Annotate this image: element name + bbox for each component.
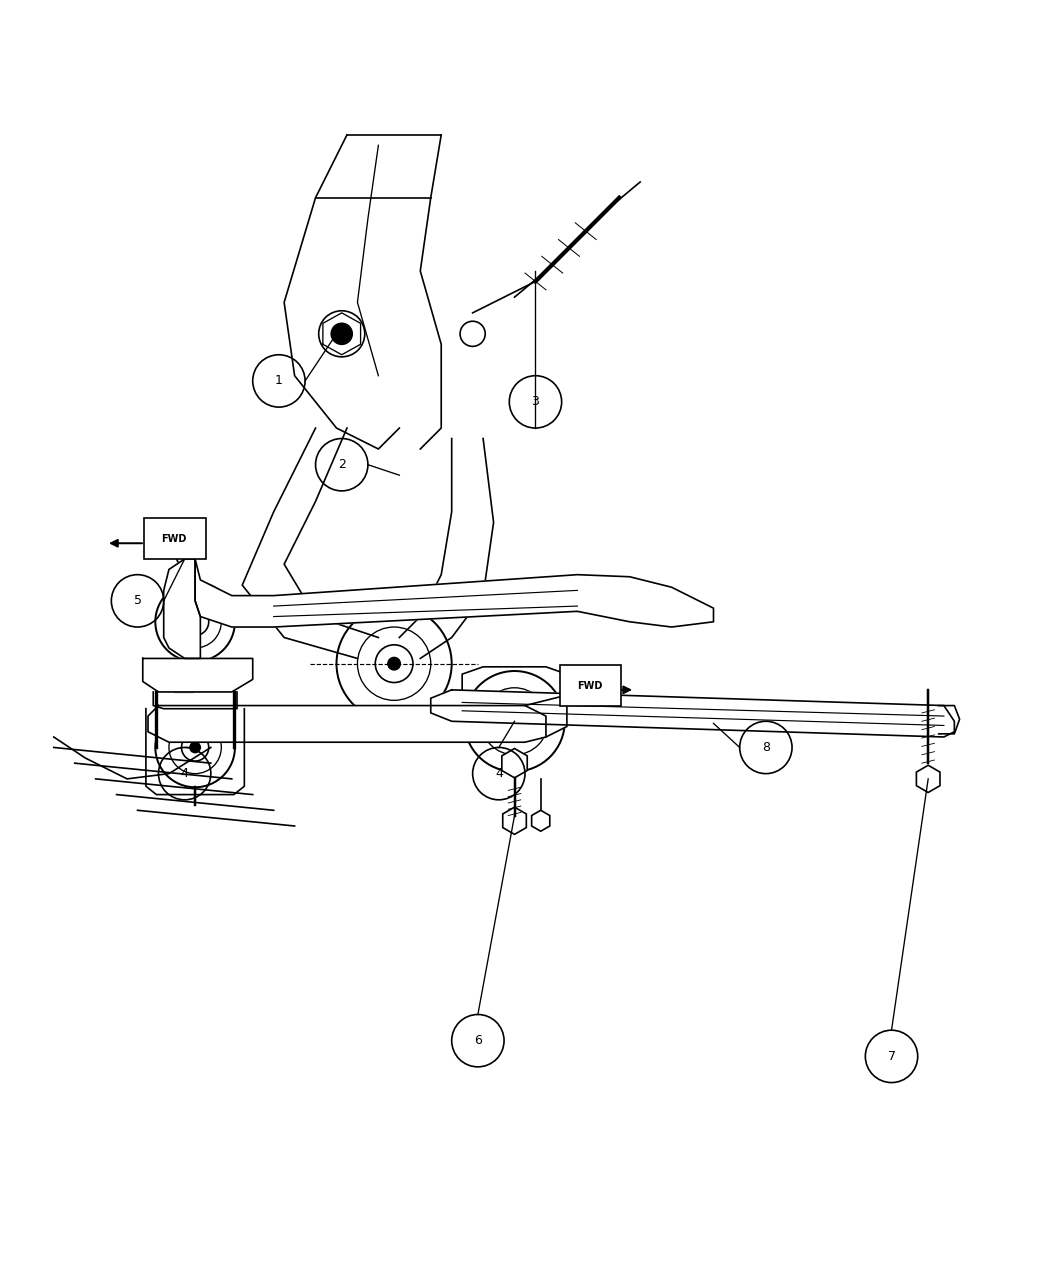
Circle shape	[508, 715, 521, 728]
Polygon shape	[430, 690, 954, 737]
FancyBboxPatch shape	[560, 664, 622, 705]
Bar	[412, 724, 428, 740]
Text: 7: 7	[887, 1049, 896, 1063]
Text: 4: 4	[181, 768, 189, 780]
Text: 6: 6	[474, 1034, 482, 1047]
Text: 1: 1	[275, 375, 282, 388]
Text: 5: 5	[133, 594, 142, 607]
Polygon shape	[195, 558, 714, 627]
Text: 4: 4	[495, 768, 503, 780]
Circle shape	[190, 742, 201, 752]
Polygon shape	[143, 658, 253, 692]
Polygon shape	[525, 695, 567, 737]
Text: FWD: FWD	[578, 681, 603, 691]
Text: 8: 8	[762, 741, 770, 754]
Text: FWD: FWD	[162, 534, 187, 544]
Polygon shape	[164, 558, 201, 658]
Circle shape	[331, 324, 352, 344]
Circle shape	[190, 617, 201, 627]
Bar	[385, 724, 402, 740]
Circle shape	[387, 658, 400, 669]
FancyBboxPatch shape	[144, 518, 206, 558]
Text: 3: 3	[531, 395, 540, 408]
Bar	[174, 680, 193, 692]
Text: 2: 2	[338, 458, 345, 472]
Polygon shape	[148, 705, 546, 742]
